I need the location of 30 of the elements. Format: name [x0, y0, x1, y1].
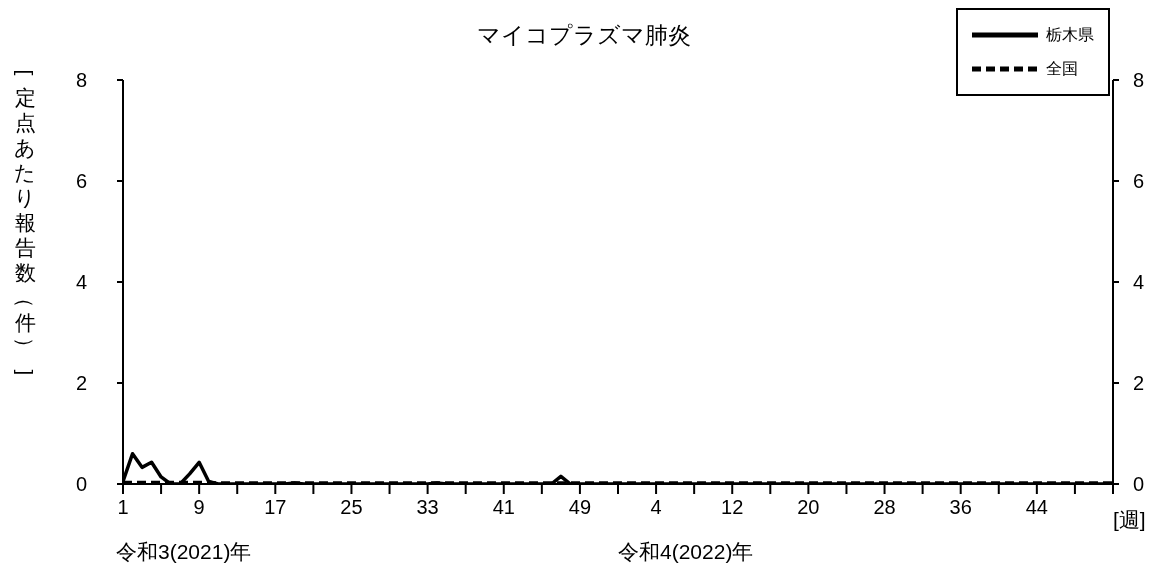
x-tick-label: 41	[492, 496, 515, 519]
x-tick-label: 33	[416, 496, 439, 519]
legend-label: 全国	[1046, 58, 1078, 79]
y-tick-label: 2	[75, 372, 87, 395]
text: 令和4(2022)年	[618, 539, 754, 565]
text: [定点あたり報告数（件）]	[13, 69, 37, 376]
y2-tick-label: 0	[1133, 473, 1145, 496]
y-tick-label: 4	[75, 271, 87, 294]
y-tick-label: 0	[75, 473, 87, 496]
chart-title: マイコプラズマ肺炎	[477, 22, 691, 48]
y2-tick-label: 8	[1133, 69, 1145, 92]
text: 令和3(2021)年	[116, 539, 252, 565]
y2-tick-label: 4	[1133, 271, 1145, 294]
legend-label: 栃木県	[1046, 24, 1094, 45]
x-tick-label: 28	[873, 496, 896, 519]
x-tick-label: 17	[264, 496, 287, 519]
x-axis-title: [週]	[1113, 507, 1146, 533]
x-tick-label: 1	[117, 496, 129, 519]
x-tick-label: 20	[797, 496, 820, 519]
x-tick-label: 12	[721, 496, 744, 519]
x-tick-label: 36	[949, 496, 972, 519]
x-tick-label: 49	[568, 496, 592, 519]
y2-tick-label: 6	[1133, 170, 1145, 193]
x-tick-label: 4	[650, 496, 662, 519]
x-tick-label: 25	[340, 496, 363, 519]
y-tick-label: 6	[75, 170, 87, 193]
y2-tick-label: 2	[1133, 372, 1145, 395]
x-tick-label: 44	[1025, 496, 1048, 519]
x-tick-label: 9	[193, 496, 205, 519]
y-tick-label: 8	[75, 69, 87, 92]
